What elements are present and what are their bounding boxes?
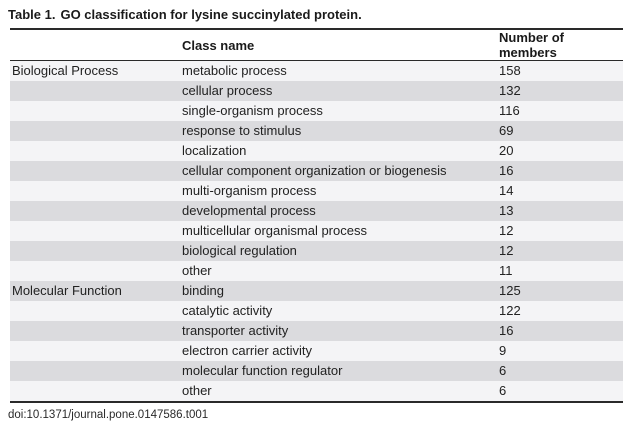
- table-row: multicellular organismal process 12: [10, 221, 623, 241]
- table-row: multi-organism process 14: [10, 181, 623, 201]
- members-cell: 6: [499, 363, 507, 378]
- members-cell: 12: [499, 243, 514, 258]
- members-cell: 6: [499, 383, 507, 398]
- table-title-text: GO classification for lysine succinylate…: [60, 7, 362, 22]
- group-cell: [10, 141, 180, 161]
- class-name-cell: cellular component organization or bioge…: [182, 163, 447, 178]
- class-name-cell: biological regulation: [182, 243, 297, 258]
- table-body: Biological Process metabolic process 158…: [10, 60, 623, 402]
- table-row: developmental process 13: [10, 201, 623, 221]
- table-row: catalytic activity 122: [10, 301, 623, 321]
- class-name-cell: multi-organism process: [182, 183, 317, 198]
- class-name-cell: catalytic activity: [182, 303, 273, 318]
- group-cell: [10, 321, 180, 341]
- group-cell: [10, 301, 180, 321]
- table-row: cellular process 132: [10, 81, 623, 101]
- members-cell: 11: [499, 263, 513, 278]
- members-cell: 158: [499, 63, 521, 78]
- group-cell: [10, 361, 180, 381]
- members-cell: 132: [499, 83, 521, 98]
- members-cell: 20: [499, 143, 514, 158]
- class-name-cell: other: [182, 383, 212, 398]
- table-row: biological regulation 12: [10, 241, 623, 261]
- members-cell: 9: [499, 343, 507, 358]
- table-header: Class name Number of members: [10, 29, 623, 61]
- group-cell: [10, 341, 180, 361]
- group-cell: [10, 101, 180, 121]
- group-cell: [10, 181, 180, 201]
- table-row: cellular component organization or bioge…: [10, 161, 623, 181]
- doi-text: doi:10.1371/journal.pone.0147586.t001: [8, 409, 209, 421]
- header-cell-group: [10, 29, 180, 61]
- header-cell-class-name: Class name: [180, 29, 497, 61]
- table-row: single-organism process 116: [10, 101, 623, 121]
- group-cell: [10, 221, 180, 241]
- members-cell: 14: [499, 183, 514, 198]
- class-name-cell: binding: [182, 283, 224, 298]
- class-name-cell: single-organism process: [182, 103, 323, 118]
- group-cell: Biological Process: [12, 63, 119, 78]
- group-cell: [10, 81, 180, 101]
- group-cell: [10, 241, 180, 261]
- class-name-cell: transporter activity: [182, 323, 289, 338]
- table-row: transporter activity 16: [10, 321, 623, 341]
- group-cell: [10, 381, 180, 402]
- members-cell: 13: [499, 203, 514, 218]
- members-cell: 116: [499, 103, 520, 118]
- table-row: response to stimulus 69: [10, 121, 623, 141]
- class-name-cell: molecular function regulator: [182, 363, 343, 378]
- table-row: other 6: [10, 381, 623, 402]
- class-name-cell: developmental process: [182, 203, 316, 218]
- table-row: electron carrier activity 9: [10, 341, 623, 361]
- members-cell: 12: [499, 223, 514, 238]
- table-title: Table 1. GO classification for lysine suc…: [8, 7, 640, 22]
- members-cell: 16: [499, 323, 514, 338]
- header-row: Class name Number of members: [10, 29, 623, 61]
- class-name-cell: metabolic process: [182, 63, 287, 78]
- group-cell: [10, 201, 180, 221]
- table-row: localization 20: [10, 141, 623, 161]
- class-name-cell: response to stimulus: [182, 123, 302, 138]
- group-cell: [10, 121, 180, 141]
- group-cell: [10, 161, 180, 181]
- members-cell: 125: [499, 283, 521, 298]
- group-cell: [10, 261, 180, 281]
- members-cell: 122: [499, 303, 521, 318]
- table-row: Biological Process metabolic process 158: [10, 60, 623, 81]
- members-cell: 69: [499, 123, 514, 138]
- class-name-cell: other: [182, 263, 212, 278]
- class-name-cell: electron carrier activity: [182, 343, 313, 358]
- table-row: Molecular Function binding 125: [10, 281, 623, 301]
- members-cell: 16: [499, 163, 514, 178]
- table-row: other 11: [10, 261, 623, 281]
- go-classification-table: Class name Number of members Biological …: [10, 28, 623, 403]
- class-name-cell: cellular process: [182, 83, 273, 98]
- group-cell: Molecular Function: [12, 283, 122, 298]
- class-name-cell: multicellular organismal process: [182, 223, 367, 238]
- class-name-cell: localization: [182, 143, 247, 158]
- table-title-label: Table 1.: [8, 7, 56, 22]
- header-cell-members: Number of members: [497, 29, 623, 61]
- table-row: molecular function regulator 6: [10, 361, 623, 381]
